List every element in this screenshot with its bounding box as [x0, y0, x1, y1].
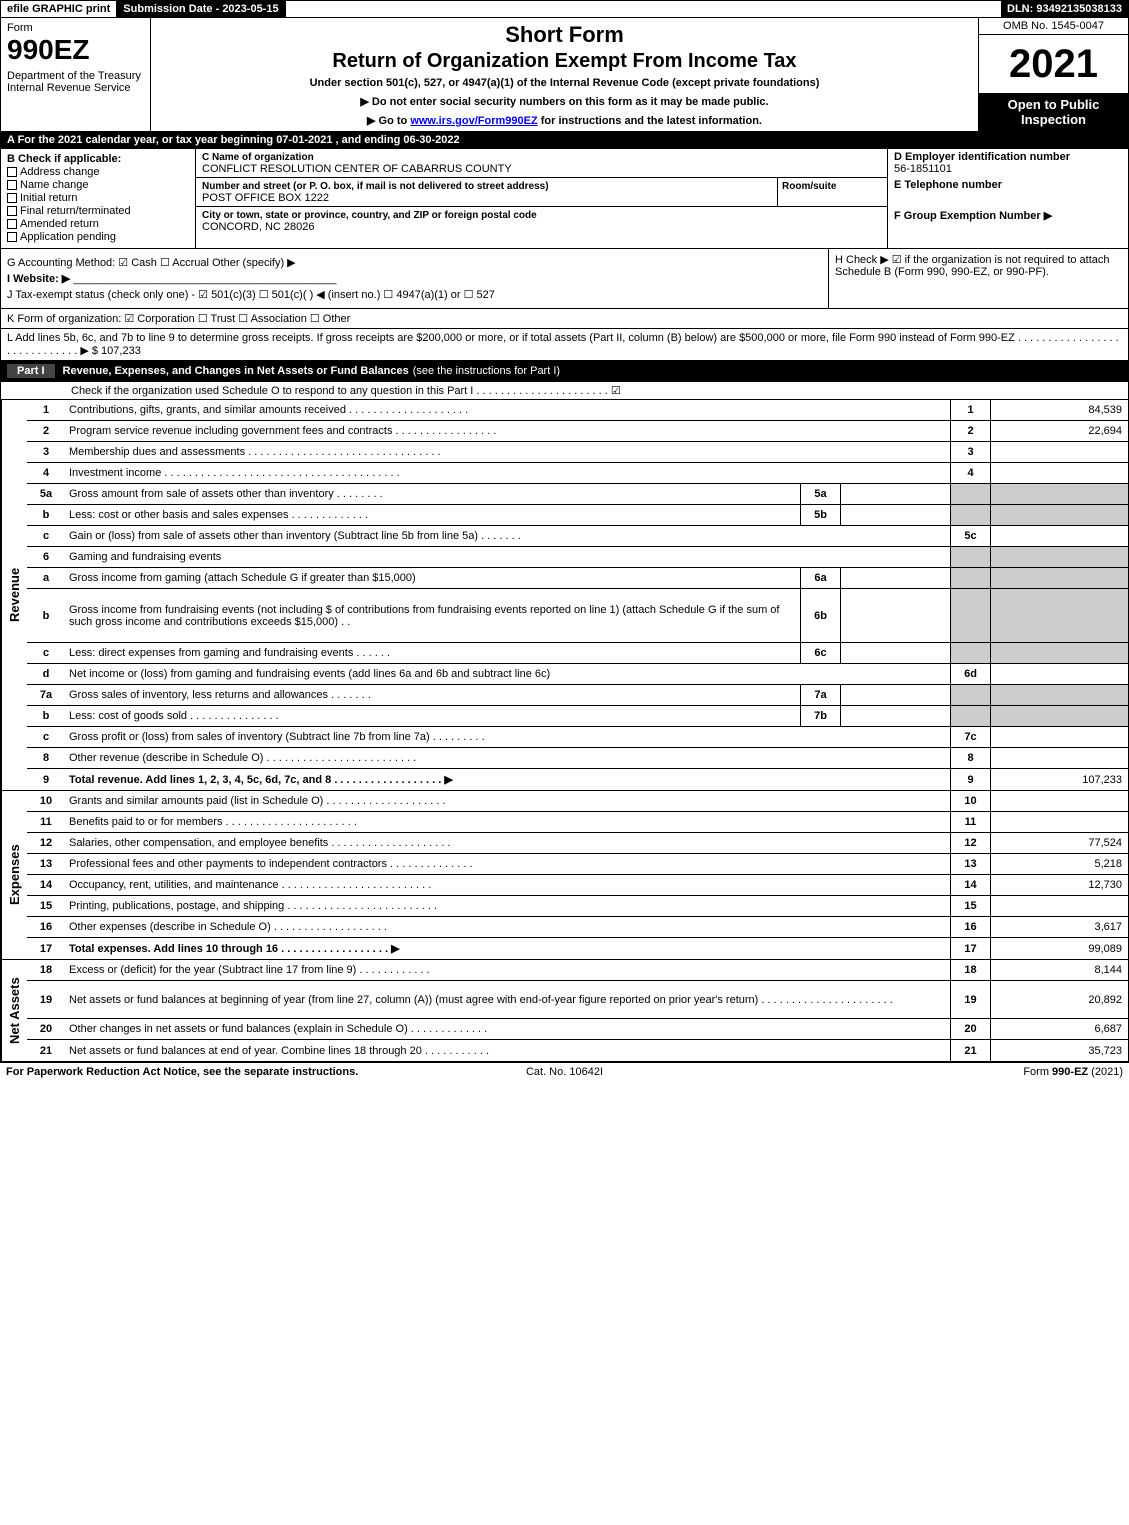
line-j: J Tax-exempt status (check only one) - ☑… — [7, 288, 822, 301]
table-row: cLess: direct expenses from gaming and f… — [27, 643, 1128, 664]
table-row: 6Gaming and fundraising events — [27, 547, 1128, 568]
table-row: 17Total expenses. Add lines 10 through 1… — [27, 938, 1128, 959]
part1-title: Revenue, Expenses, and Changes in Net As… — [63, 365, 409, 377]
header-right: OMB No. 1545-0047 2021 Open to Public In… — [978, 18, 1128, 131]
department: Department of the Treasury Internal Reve… — [7, 70, 144, 94]
street: POST OFFICE BOX 1222 — [202, 192, 329, 204]
netassets-vlabel: Net Assets — [1, 960, 27, 1061]
table-row: aGross income from gaming (attach Schedu… — [27, 568, 1128, 589]
revenue-vlabel: Revenue — [1, 400, 27, 790]
table-row: 1Contributions, gifts, grants, and simil… — [27, 400, 1128, 421]
page-footer: For Paperwork Reduction Act Notice, see … — [0, 1062, 1129, 1081]
block-bcd: B Check if applicable: Address change Na… — [0, 149, 1129, 249]
line-h: H Check ▶ ☑ if the organization is not r… — [828, 249, 1128, 308]
line-g: G Accounting Method: ☑ Cash ☐ Accrual Ot… — [7, 256, 822, 269]
section-a: A For the 2021 calendar year, or tax yea… — [0, 132, 1129, 149]
table-row: 21Net assets or fund balances at end of … — [27, 1040, 1128, 1061]
revenue-table: Revenue 1Contributions, gifts, grants, a… — [0, 400, 1129, 791]
ein-label: D Employer identification number — [894, 151, 1122, 163]
irs-link[interactable]: www.irs.gov/Form990EZ — [410, 115, 537, 127]
table-row: 19Net assets or fund balances at beginni… — [27, 981, 1128, 1019]
table-row: 5aGross amount from sale of assets other… — [27, 484, 1128, 505]
table-row: bLess: cost of goods sold . . . . . . . … — [27, 706, 1128, 727]
form-header: Form 990EZ Department of the Treasury In… — [0, 18, 1129, 132]
cb-initial-return[interactable]: Initial return — [7, 192, 189, 204]
instruction-1: ▶ Do not enter social security numbers o… — [157, 95, 972, 108]
table-row: 7aGross sales of inventory, less returns… — [27, 685, 1128, 706]
ghi-left: G Accounting Method: ☑ Cash ☐ Accrual Ot… — [1, 249, 828, 308]
city-cell: City or town, state or province, country… — [196, 207, 887, 235]
city: CONCORD, NC 28026 — [202, 221, 314, 233]
gross-receipts: 107,233 — [101, 345, 141, 357]
form-number: 990EZ — [7, 34, 144, 66]
expenses-table: Expenses 10Grants and similar amounts pa… — [0, 791, 1129, 960]
table-row: 10Grants and similar amounts paid (list … — [27, 791, 1128, 812]
footer-mid: Cat. No. 10642I — [378, 1066, 750, 1078]
org-name-cell: C Name of organization CONFLICT RESOLUTI… — [196, 149, 887, 178]
table-row: 12Salaries, other compensation, and empl… — [27, 833, 1128, 854]
table-row: bGross income from fundraising events (n… — [27, 589, 1128, 643]
open-to-public: Open to Public Inspection — [979, 93, 1128, 131]
table-row: 16Other expenses (describe in Schedule O… — [27, 917, 1128, 938]
part1-num: Part I — [7, 364, 55, 378]
col-b-header: B Check if applicable: — [7, 153, 189, 165]
table-row: cGross profit or (loss) from sales of in… — [27, 727, 1128, 748]
table-row: 8Other revenue (describe in Schedule O) … — [27, 748, 1128, 769]
street-cell: Number and street (or P. O. box, if mail… — [196, 178, 887, 207]
table-row: 14Occupancy, rent, utilities, and mainte… — [27, 875, 1128, 896]
footer-right: Form 990-EZ (2021) — [751, 1066, 1123, 1078]
table-row: 4Investment income . . . . . . . . . . .… — [27, 463, 1128, 484]
cb-final-return[interactable]: Final return/terminated — [7, 205, 189, 217]
expenses-vlabel: Expenses — [1, 791, 27, 959]
col-c: C Name of organization CONFLICT RESOLUTI… — [196, 149, 888, 248]
group-exempt-label: F Group Exemption Number ▶ — [894, 209, 1122, 222]
phone-value — [894, 191, 1122, 205]
cb-application-pending[interactable]: Application pending — [7, 231, 189, 243]
omb-number: OMB No. 1545-0047 — [979, 18, 1128, 35]
short-form-title: Short Form — [157, 22, 972, 48]
top-bar: efile GRAPHIC print Submission Date - 20… — [0, 0, 1129, 18]
cb-address-change[interactable]: Address change — [7, 166, 189, 178]
footer-left: For Paperwork Reduction Act Notice, see … — [6, 1066, 378, 1078]
table-row: 9Total revenue. Add lines 1, 2, 3, 4, 5c… — [27, 769, 1128, 790]
phone-label: E Telephone number — [894, 179, 1122, 191]
block-ghij: G Accounting Method: ☑ Cash ☐ Accrual Ot… — [0, 249, 1129, 309]
part1-sub: Check if the organization used Schedule … — [0, 382, 1129, 400]
return-title: Return of Organization Exempt From Incom… — [157, 50, 972, 73]
org-name: CONFLICT RESOLUTION CENTER OF CABARRUS C… — [202, 163, 512, 175]
table-row: 20Other changes in net assets or fund ba… — [27, 1019, 1128, 1040]
col-d: D Employer identification number 56-1851… — [888, 149, 1128, 248]
table-row: bLess: cost or other basis and sales exp… — [27, 505, 1128, 526]
dln: DLN: 93492135038133 — [1001, 1, 1128, 17]
line-l: L Add lines 5b, 6c, and 7b to line 9 to … — [0, 329, 1129, 361]
cb-amended-return[interactable]: Amended return — [7, 218, 189, 230]
netassets-table: Net Assets 18Excess or (deficit) for the… — [0, 960, 1129, 1062]
instruction-2: ▶ Go to www.irs.gov/Form990EZ for instru… — [157, 114, 972, 127]
table-row: cGain or (loss) from sale of assets othe… — [27, 526, 1128, 547]
header-left: Form 990EZ Department of the Treasury In… — [1, 18, 151, 131]
table-row: dNet income or (loss) from gaming and fu… — [27, 664, 1128, 685]
col-b: B Check if applicable: Address change Na… — [1, 149, 196, 248]
table-row: 15Printing, publications, postage, and s… — [27, 896, 1128, 917]
table-row: 3Membership dues and assessments . . . .… — [27, 442, 1128, 463]
header-middle: Short Form Return of Organization Exempt… — [151, 18, 978, 131]
table-row: 18Excess or (deficit) for the year (Subt… — [27, 960, 1128, 981]
efile-label: efile GRAPHIC print — [1, 1, 117, 17]
line-k: K Form of organization: ☑ Corporation ☐ … — [0, 309, 1129, 329]
form-word: Form — [7, 22, 144, 34]
subtitle: Under section 501(c), 527, or 4947(a)(1)… — [157, 77, 972, 89]
cb-name-change[interactable]: Name change — [7, 179, 189, 191]
form-year: 2021 — [979, 35, 1128, 93]
table-row: 2Program service revenue including gover… — [27, 421, 1128, 442]
part1-title2: (see the instructions for Part I) — [413, 365, 560, 377]
table-row: 13Professional fees and other payments t… — [27, 854, 1128, 875]
line-i: I Website: ▶ ___________________________… — [7, 272, 822, 285]
submission-date: Submission Date - 2023-05-15 — [117, 1, 285, 17]
part1-header: Part I Revenue, Expenses, and Changes in… — [0, 361, 1129, 382]
table-row: 11Benefits paid to or for members . . . … — [27, 812, 1128, 833]
ein-value: 56-1851101 — [894, 163, 1122, 175]
